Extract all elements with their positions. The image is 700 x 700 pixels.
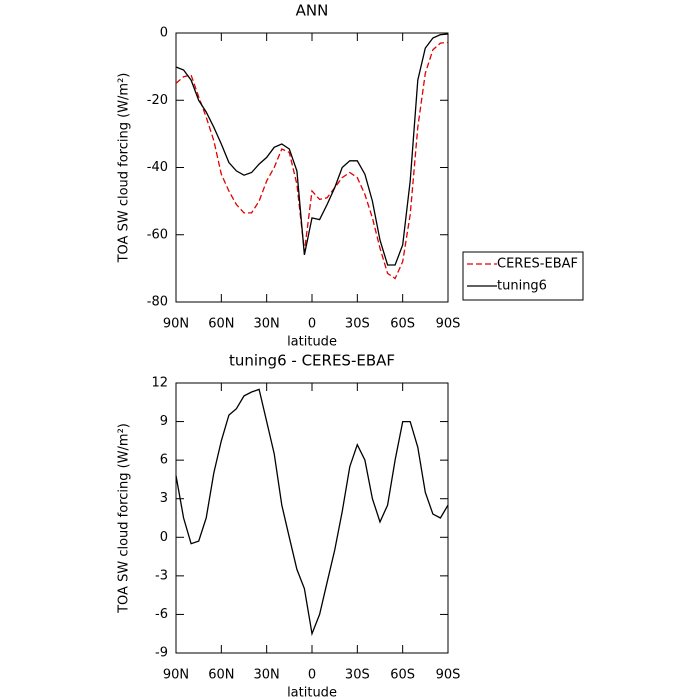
y-tick-label: 9 <box>160 414 168 429</box>
x-tick-label: 60N <box>208 668 234 683</box>
y-tick-label: -6 <box>155 607 168 622</box>
x-tick-label: 60S <box>390 317 415 332</box>
data-line <box>175 388 449 637</box>
x-tick-label: 90N <box>163 668 189 683</box>
y-axis-label: TOA SW cloud forcing (W/m²) <box>117 423 132 614</box>
y-axis-label: TOA SW cloud forcing (W/m²) <box>117 73 132 264</box>
x-tick-label: 90S <box>436 668 461 683</box>
chart-title: tuning6 - CERES-EBAF <box>229 352 395 370</box>
x-tick-label: 30S <box>345 668 370 683</box>
y-tick-label: 0 <box>160 26 168 41</box>
y-tick-label: 6 <box>160 453 168 468</box>
y-tick-label: -80 <box>147 295 168 310</box>
data-line <box>175 41 449 280</box>
y-tick-label: 3 <box>160 491 168 506</box>
x-tick-label: 0 <box>308 317 316 332</box>
plot-frame <box>175 382 449 654</box>
y-tick-label: -9 <box>155 646 168 661</box>
x-tick-label: 90N <box>163 317 189 332</box>
y-tick-label: -40 <box>147 160 168 175</box>
x-tick-label: 90S <box>436 317 461 332</box>
y-tick-label: -60 <box>147 227 168 242</box>
legend-box <box>462 251 584 301</box>
y-tick-label: -3 <box>155 568 168 583</box>
x-tick-label: 30N <box>254 668 280 683</box>
x-axis-label: latitude <box>287 335 337 350</box>
x-tick-label: 60N <box>208 317 234 332</box>
data-line <box>175 33 449 266</box>
x-axis-label: latitude <box>287 686 337 700</box>
y-tick-label: 12 <box>151 376 168 391</box>
plot-frame <box>175 32 449 303</box>
legend-label: CERES-EBAF <box>497 257 578 272</box>
legend-label: tuning6 <box>497 279 547 294</box>
x-tick-label: 30S <box>345 317 370 332</box>
x-tick-label: 0 <box>308 668 316 683</box>
chart-title: ANN <box>296 2 329 20</box>
y-tick-label: 0 <box>160 530 168 545</box>
y-tick-label: -20 <box>147 93 168 108</box>
x-tick-label: 30N <box>254 317 280 332</box>
x-tick-label: 60S <box>390 668 415 683</box>
